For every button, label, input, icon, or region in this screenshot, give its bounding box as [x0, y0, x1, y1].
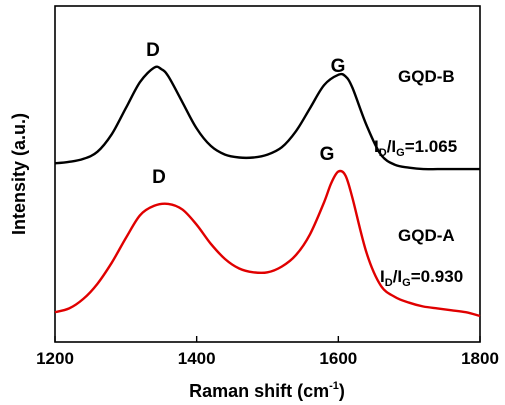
y-axis-title: Intensity (a.u.) [9, 113, 29, 235]
ratio-a-slash: /I [393, 267, 402, 286]
x-tick-label-1800: 1800 [461, 349, 499, 368]
series-line-gqd-a [54, 169, 481, 318]
ratio-b-i: I [374, 137, 379, 156]
peak-label-a-d: D [152, 167, 166, 188]
ratio-a-sub-g: G [402, 277, 411, 289]
series-layer [54, 65, 481, 318]
plot-frame [54, 5, 481, 343]
series-line-gqd-b [54, 65, 480, 171]
sample-label-a: GQD-A [398, 226, 455, 245]
x-axis-title-end: ) [339, 381, 345, 401]
x-tick-label-1400: 1400 [178, 349, 216, 368]
ratio-b-slash: /I [387, 137, 396, 156]
ratio-label-b: ID/IG=1.065 [374, 137, 457, 159]
ratio-a-value: =0.930 [411, 267, 463, 286]
ratio-b-sub-g: G [396, 147, 405, 159]
peak-label-b-d: D [146, 40, 160, 61]
ratio-b-sub-d: D [379, 147, 387, 159]
ratio-label-a: ID/IG=0.930 [380, 267, 463, 289]
ratio-b-value: =1.065 [405, 137, 457, 156]
peak-label-b-g: G [331, 56, 346, 77]
x-axis-title-main: Raman shift (cm [189, 381, 329, 401]
ratio-a-i: I [380, 267, 385, 286]
x-axis-title-sup: -1 [329, 380, 339, 392]
x-ticks: 1200 1400 1600 1800 [36, 336, 499, 368]
x-tick-label-1200: 1200 [36, 349, 74, 368]
sample-label-b: GQD-B [398, 67, 455, 86]
x-tick-label-1600: 1600 [319, 349, 357, 368]
x-axis-title: Raman shift (cm-1) [189, 380, 345, 401]
ratio-a-sub-d: D [385, 277, 393, 289]
peak-label-a-g: G [320, 144, 335, 165]
